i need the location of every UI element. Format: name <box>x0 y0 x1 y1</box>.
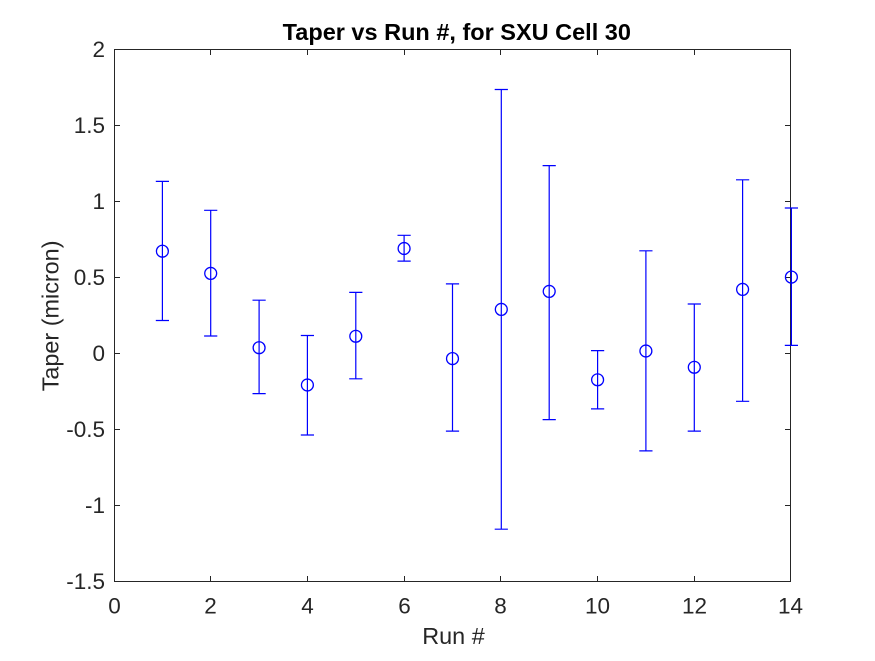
svg-text:4: 4 <box>301 594 314 619</box>
svg-text:14: 14 <box>778 594 803 619</box>
svg-text:-1.5: -1.5 <box>66 569 105 594</box>
svg-text:0: 0 <box>92 341 105 366</box>
svg-text:2: 2 <box>204 594 217 619</box>
svg-text:2: 2 <box>92 37 105 62</box>
svg-text:0: 0 <box>108 594 121 619</box>
svg-text:-1: -1 <box>85 493 105 518</box>
svg-text:-0.5: -0.5 <box>66 417 105 442</box>
svg-text:Run #: Run # <box>422 623 484 649</box>
svg-text:6: 6 <box>398 594 411 619</box>
svg-text:1.5: 1.5 <box>74 113 105 138</box>
svg-text:0.5: 0.5 <box>74 265 105 290</box>
svg-text:8: 8 <box>494 594 507 619</box>
svg-text:10: 10 <box>585 594 610 619</box>
svg-text:12: 12 <box>682 594 707 619</box>
svg-text:1: 1 <box>92 189 105 214</box>
svg-text:Taper (micron): Taper (micron) <box>38 241 64 392</box>
svg-text:Taper vs Run #, for SXU Cell 3: Taper vs Run #, for SXU Cell 30 <box>283 19 631 45</box>
